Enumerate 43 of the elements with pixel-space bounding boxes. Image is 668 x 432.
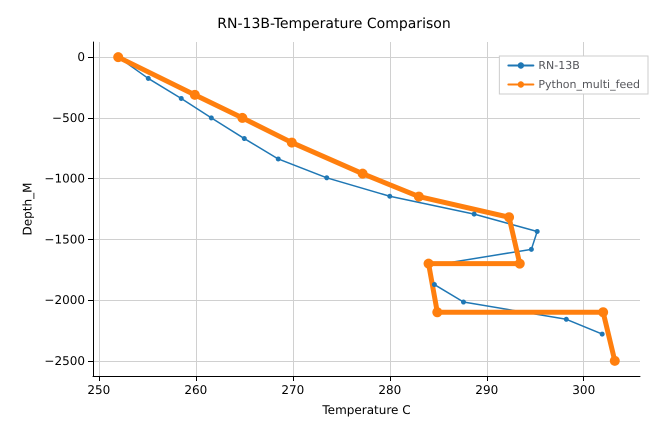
point [424, 258, 434, 269]
chart-title: RN-13B-Temperature Comparison [217, 16, 451, 32]
y-tick-label: −1000 [44, 172, 85, 186]
point [432, 307, 442, 318]
y-tick-label: −2000 [44, 293, 85, 308]
point [237, 112, 248, 123]
point [460, 300, 466, 305]
point [598, 307, 608, 318]
y-axis-title: Depth_M [20, 182, 35, 236]
x-tick-label: 300 [572, 383, 596, 397]
y-tick-label: 0 [77, 50, 85, 64]
point [432, 282, 437, 288]
point [276, 156, 281, 162]
x-tick-label: 280 [378, 383, 402, 397]
point [564, 316, 569, 322]
point [358, 168, 368, 179]
point [610, 356, 620, 366]
point [208, 115, 214, 120]
y-tick-label: −1500 [44, 232, 85, 246]
x-axis-title: Temperature C [321, 403, 411, 417]
point [113, 52, 124, 62]
x-tick-label: 290 [475, 383, 498, 397]
point [387, 194, 392, 199]
legend-label: Python_multi_feed [538, 78, 640, 91]
point [286, 138, 297, 148]
point [242, 136, 247, 142]
legend-label: RN-13B [538, 59, 580, 72]
y-tick-label: −2500 [44, 354, 85, 368]
point [146, 76, 151, 81]
point [414, 192, 424, 202]
point [504, 212, 514, 222]
point [528, 246, 534, 252]
x-tick-label: 250 [87, 383, 110, 397]
point [534, 228, 540, 234]
point [600, 332, 605, 337]
point [178, 96, 184, 101]
point [190, 90, 200, 100]
point [324, 175, 330, 180]
point [472, 212, 477, 217]
x-tick-label: 270 [281, 383, 304, 397]
y-tick-label: −500 [52, 110, 85, 125]
point [514, 258, 525, 269]
x-tick-label: 260 [184, 383, 208, 397]
